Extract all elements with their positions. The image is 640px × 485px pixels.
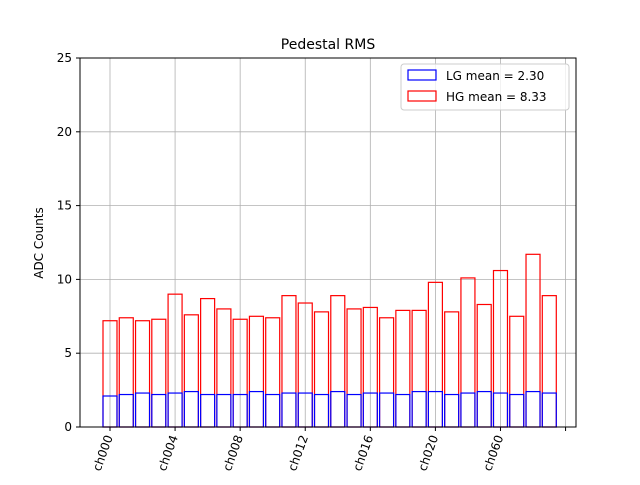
bar bbox=[200, 297, 216, 428]
bar bbox=[395, 393, 411, 428]
bar bbox=[460, 392, 476, 428]
y-tick-label: 5 bbox=[64, 346, 72, 360]
x-tick-label: ch004 bbox=[155, 433, 181, 473]
legend-swatch bbox=[407, 90, 437, 102]
bar bbox=[541, 392, 557, 428]
bar bbox=[444, 311, 460, 428]
y-tick-label: 0 bbox=[64, 420, 72, 434]
bar bbox=[216, 308, 232, 428]
bar bbox=[541, 295, 557, 428]
x-tick-label: ch008 bbox=[220, 433, 246, 473]
y-tick-label: 15 bbox=[57, 199, 72, 213]
x-tick-label: ch012 bbox=[285, 433, 311, 473]
bar bbox=[411, 309, 427, 428]
y-axis-label: ADC Counts bbox=[32, 207, 46, 279]
bar bbox=[476, 390, 492, 428]
legend-label: LG mean = 2.30 bbox=[446, 69, 544, 83]
bar bbox=[509, 393, 525, 428]
bar bbox=[346, 308, 362, 428]
bar bbox=[200, 393, 216, 428]
bar bbox=[525, 390, 541, 428]
bar bbox=[265, 317, 281, 428]
bar bbox=[183, 314, 199, 428]
bar bbox=[313, 393, 330, 428]
x-tick-label: ch020 bbox=[415, 433, 441, 473]
bar bbox=[265, 393, 281, 428]
axes: 0 5 10 15 20 25 ch000 ch004 ch008 ch012 ch016 ch020… bbox=[57, 51, 577, 473]
bar bbox=[183, 390, 199, 428]
x-tick-label: ch016 bbox=[350, 433, 376, 473]
bar bbox=[460, 277, 476, 428]
bar bbox=[118, 317, 134, 428]
bar bbox=[248, 390, 265, 428]
chart-title: Pedestal RMS bbox=[281, 37, 376, 53]
legend-label: HG mean = 8.33 bbox=[446, 90, 547, 104]
bar bbox=[330, 295, 346, 428]
bar bbox=[525, 253, 541, 428]
x-tick-label: ch000 bbox=[90, 433, 116, 473]
bar bbox=[509, 315, 525, 428]
bars bbox=[102, 253, 557, 428]
bar bbox=[378, 392, 395, 428]
bar bbox=[313, 311, 330, 428]
bar bbox=[151, 318, 167, 428]
x-tick-label: ch060 bbox=[480, 433, 506, 473]
bar bbox=[476, 303, 492, 428]
y-tick-label: 10 bbox=[57, 272, 72, 286]
bar bbox=[411, 390, 427, 428]
y-tick-label: 20 bbox=[57, 125, 72, 139]
plot-frame bbox=[79, 57, 577, 428]
legend-swatch bbox=[407, 69, 437, 81]
bar bbox=[330, 390, 346, 428]
y-tick-label: 25 bbox=[57, 51, 72, 65]
bar bbox=[378, 317, 395, 428]
bar bbox=[248, 315, 265, 428]
bar bbox=[216, 393, 232, 428]
bar bbox=[134, 320, 151, 428]
bar bbox=[134, 392, 151, 428]
bar bbox=[118, 393, 134, 428]
bar bbox=[444, 393, 460, 428]
bar bbox=[346, 393, 362, 428]
bar bbox=[395, 309, 411, 428]
bar bbox=[151, 393, 167, 428]
bar bbox=[281, 392, 297, 428]
legend: LG mean = 2.30 HG mean = 8.33 bbox=[400, 63, 570, 111]
bar bbox=[281, 295, 297, 428]
legend-box bbox=[400, 63, 570, 111]
